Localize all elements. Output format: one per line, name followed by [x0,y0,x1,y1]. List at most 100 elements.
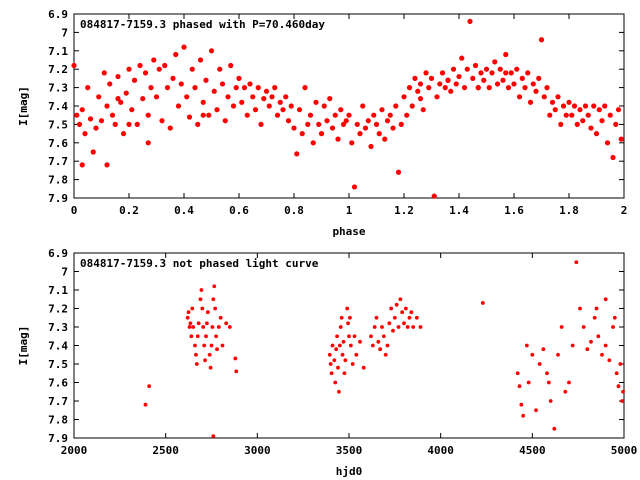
data-point [313,99,319,105]
data-point [545,371,549,376]
data-point [189,66,195,72]
data-point [98,118,105,124]
data-point [505,85,512,91]
data-point [333,380,338,385]
data-point [239,99,245,105]
data-point [411,325,416,329]
data-point [537,362,542,366]
data-point [607,358,612,363]
data-point [123,90,129,96]
data-point [560,103,567,109]
data-point [340,121,347,127]
data-point [329,371,334,376]
data-point [341,339,346,344]
data-point [214,107,220,113]
data-point [489,70,495,76]
x-axis-label: phase [332,225,365,238]
data-point [594,306,599,311]
data-point [340,352,345,357]
data-point [613,121,619,127]
data-point [526,380,531,385]
data-point [255,85,261,91]
x-tick-label: 4500 [519,444,546,457]
data-point [79,107,85,113]
data-point [517,384,522,389]
data-point [417,96,424,102]
data-point [269,94,275,100]
data-point [137,62,143,69]
data-point [519,75,525,81]
data-point [162,62,168,69]
data-point [580,118,586,124]
data-point [570,343,575,348]
data-point [348,315,352,320]
y-tick-label: 7.4 [48,100,68,113]
data-point [409,310,414,315]
data-point [394,302,399,307]
data-point [79,162,85,168]
data-point [571,103,578,109]
data-point [412,75,418,81]
data-point [140,96,146,102]
data-point [200,99,206,105]
y-tick-label: 7.7 [48,155,68,168]
x-tick-label: 1.2 [394,204,414,217]
data-point [222,118,228,124]
chart-title: 084817-7159.3 not phased light curve [80,257,319,270]
data-point [195,334,200,339]
data-point [533,88,539,94]
y-tick-label: 7.5 [48,118,68,131]
data-point [85,85,91,91]
data-point [82,131,88,137]
data-point [406,85,413,91]
data-point [556,352,560,357]
data-point [547,112,553,118]
data-point [478,70,484,76]
data-point [415,88,421,94]
data-point [428,75,435,81]
data-point [129,107,135,113]
data-point [205,310,210,315]
data-point [145,112,151,118]
data-point [334,347,339,352]
data-point [536,75,542,81]
data-point [396,325,401,329]
data-point [184,94,190,100]
y-tick-label: 7.1 [48,45,68,58]
data-point [288,103,294,109]
data-point [207,352,212,357]
y-tick-label: 7.2 [48,303,68,316]
data-point [74,112,80,118]
chart-title: 084817-7159.3 phased with P=70.460day [80,18,325,31]
data-point [211,434,216,439]
data-point [294,151,300,157]
data-point [310,140,316,146]
data-point [383,352,388,357]
data-point [362,125,369,131]
data-point [486,85,492,91]
data-point [258,121,264,127]
data-point [618,136,624,142]
data-point [380,325,384,329]
data-point [610,154,616,161]
data-point [614,371,619,376]
data-point [559,325,564,329]
data-point [555,94,561,100]
data-point [307,112,314,118]
data-point [153,94,160,100]
x-tick-label: 3000 [244,444,271,457]
data-point [299,131,305,137]
data-point [316,121,322,127]
data-point [582,103,589,109]
y-tick-label: 7.9 [48,192,68,205]
data-point [142,70,149,76]
data-point [167,125,173,131]
x-tick-label: 0 [71,204,78,217]
data-point [211,297,216,302]
data-point [563,389,568,394]
data-point [591,103,597,109]
data-point [620,399,625,403]
data-point [181,44,187,50]
y-tick-label: 6.9 [48,8,68,21]
